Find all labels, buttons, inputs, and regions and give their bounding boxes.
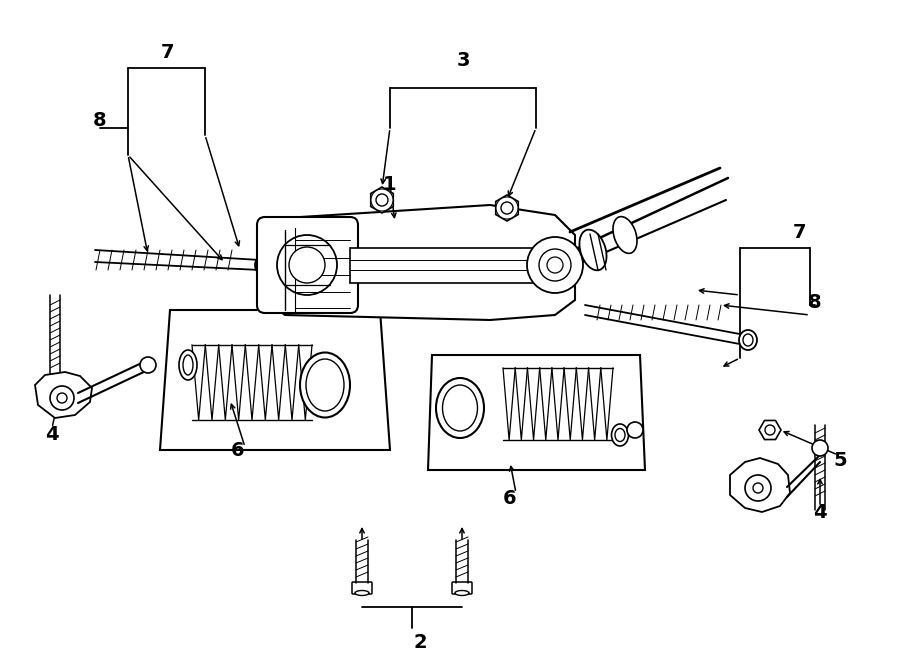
Ellipse shape [259,259,269,271]
Circle shape [627,422,643,438]
Ellipse shape [580,229,607,270]
Circle shape [57,393,67,403]
Text: 4: 4 [45,426,58,444]
Circle shape [140,357,156,373]
Text: 4: 4 [814,504,827,522]
Ellipse shape [300,352,350,418]
Ellipse shape [179,350,197,380]
Polygon shape [428,355,645,470]
Polygon shape [160,310,390,450]
Ellipse shape [615,428,625,442]
Polygon shape [730,458,790,512]
Circle shape [753,483,763,493]
Ellipse shape [739,330,757,350]
Text: 6: 6 [231,440,245,459]
Text: 5: 5 [833,451,847,469]
Ellipse shape [255,255,273,275]
Text: 2: 2 [413,633,427,652]
Text: 7: 7 [160,42,174,61]
Circle shape [496,197,518,219]
Circle shape [547,257,563,273]
Circle shape [277,235,337,295]
Ellipse shape [355,590,369,596]
Circle shape [745,475,771,501]
FancyBboxPatch shape [452,582,472,594]
Text: 8: 8 [94,110,107,130]
Circle shape [376,194,388,206]
Circle shape [812,440,828,456]
Polygon shape [265,205,575,320]
FancyBboxPatch shape [352,582,372,594]
Circle shape [371,189,393,211]
Text: 8: 8 [808,293,822,311]
Text: 3: 3 [456,50,470,69]
Polygon shape [35,372,92,418]
Ellipse shape [443,385,478,431]
Text: 7: 7 [793,223,806,241]
Circle shape [539,249,571,281]
Ellipse shape [183,355,193,375]
Circle shape [289,247,325,283]
Ellipse shape [613,217,637,253]
Ellipse shape [436,378,484,438]
FancyBboxPatch shape [257,217,358,313]
Ellipse shape [306,359,344,411]
Bar [350,248,565,283]
Ellipse shape [611,424,628,446]
Circle shape [501,202,513,214]
Circle shape [765,425,775,435]
Circle shape [527,237,583,293]
Text: 1: 1 [383,176,397,194]
Ellipse shape [455,590,469,596]
Circle shape [50,386,74,410]
Text: 6: 6 [503,488,517,508]
Ellipse shape [743,334,753,346]
